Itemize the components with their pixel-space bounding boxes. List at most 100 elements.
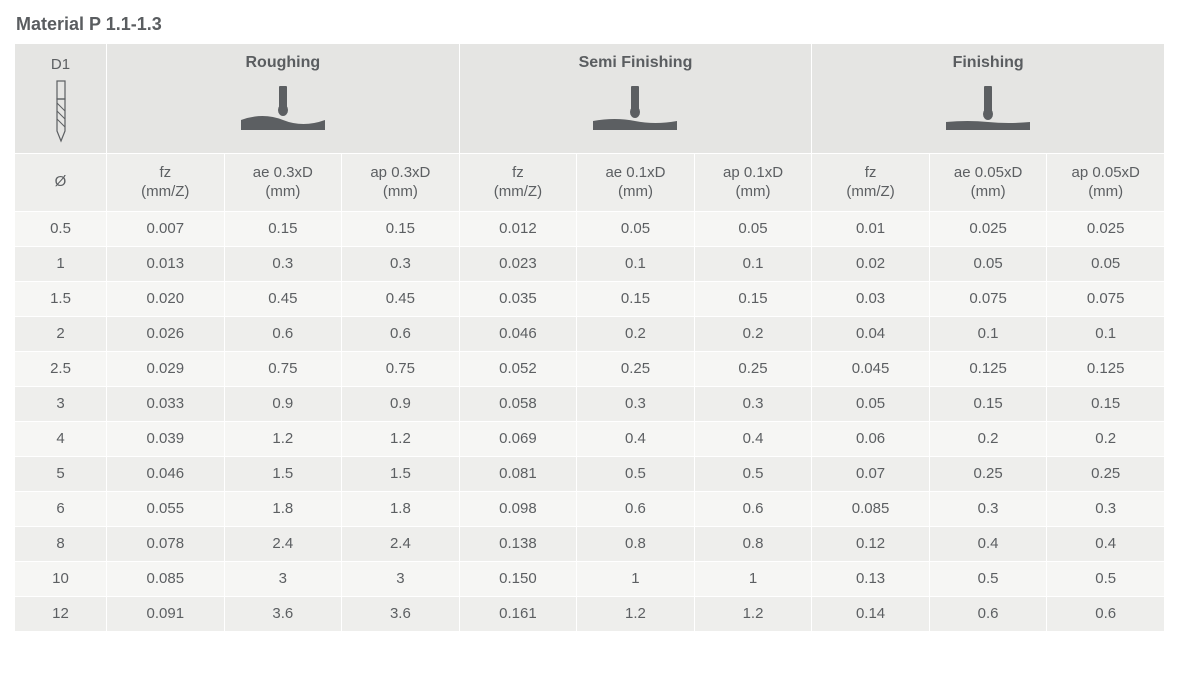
data-cell: 0.023 <box>459 247 577 282</box>
data-cell: 1 <box>694 562 812 597</box>
data-cell: 0.058 <box>459 387 577 422</box>
data-cell: 0.25 <box>694 352 812 387</box>
data-cell: 0.4 <box>694 422 812 457</box>
table-row: 30.0330.90.90.0580.30.30.050.150.15 <box>15 387 1165 422</box>
data-cell: 0.026 <box>107 317 225 352</box>
data-cell: 0.069 <box>459 422 577 457</box>
data-cell: 0.5 <box>694 457 812 492</box>
milling-icon <box>589 80 681 138</box>
data-cell: 0.3 <box>694 387 812 422</box>
diameter-cell: 1 <box>15 247 107 282</box>
group-header-finishing: Finishing <box>812 44 1165 154</box>
data-cell: 0.6 <box>1047 597 1165 632</box>
data-cell: 0.15 <box>577 282 695 317</box>
data-cell: 0.6 <box>929 597 1047 632</box>
diameter-cell: 3 <box>15 387 107 422</box>
table-row: 120.0913.63.60.1611.21.20.140.60.6 <box>15 597 1165 632</box>
data-cell: 0.138 <box>459 527 577 562</box>
data-cell: 0.2 <box>929 422 1047 457</box>
diameter-cell: 8 <box>15 527 107 562</box>
data-cell: 0.45 <box>342 282 460 317</box>
table-row: 0.50.0070.150.150.0120.050.050.010.0250.… <box>15 212 1165 247</box>
data-cell: 1.5 <box>342 457 460 492</box>
milling-icon <box>237 80 329 138</box>
data-cell: 0.075 <box>929 282 1047 317</box>
d1-header: D1 <box>15 44 107 154</box>
data-cell: 0.125 <box>929 352 1047 387</box>
table-subheader-row: Ø fz(mm/Z) ae 0.3xD(mm) ap 0.3xD(mm) fz(… <box>15 154 1165 212</box>
data-cell: 0.03 <box>812 282 930 317</box>
data-cell: 3.6 <box>224 597 342 632</box>
data-cell: 2.4 <box>224 527 342 562</box>
data-cell: 0.04 <box>812 317 930 352</box>
data-cell: 0.075 <box>1047 282 1165 317</box>
data-cell: 0.1 <box>1047 317 1165 352</box>
table-row: 2.50.0290.750.750.0520.250.250.0450.1250… <box>15 352 1165 387</box>
diameter-cell: 1.5 <box>15 282 107 317</box>
data-cell: 0.025 <box>1047 212 1165 247</box>
data-cell: 0.2 <box>694 317 812 352</box>
diameter-cell: 12 <box>15 597 107 632</box>
col-header: fz(mm/Z) <box>107 154 225 212</box>
data-cell: 0.3 <box>929 492 1047 527</box>
data-cell: 0.007 <box>107 212 225 247</box>
data-cell: 0.081 <box>459 457 577 492</box>
data-cell: 0.15 <box>224 212 342 247</box>
data-cell: 1.8 <box>224 492 342 527</box>
table-body: 0.50.0070.150.150.0120.050.050.010.0250.… <box>15 212 1165 632</box>
data-cell: 0.4 <box>1047 527 1165 562</box>
data-cell: 0.052 <box>459 352 577 387</box>
data-cell: 0.1 <box>929 317 1047 352</box>
drill-icon <box>49 79 73 143</box>
data-cell: 0.6 <box>577 492 695 527</box>
data-cell: 0.161 <box>459 597 577 632</box>
col-header: fz(mm/Z) <box>812 154 930 212</box>
data-cell: 0.2 <box>577 317 695 352</box>
data-cell: 0.150 <box>459 562 577 597</box>
data-cell: 0.5 <box>577 457 695 492</box>
group-title: Roughing <box>246 54 321 72</box>
table-row: 60.0551.81.80.0980.60.60.0850.30.3 <box>15 492 1165 527</box>
data-cell: 0.020 <box>107 282 225 317</box>
data-cell: 0.035 <box>459 282 577 317</box>
data-cell: 0.15 <box>1047 387 1165 422</box>
data-cell: 0.078 <box>107 527 225 562</box>
milling-icon <box>942 80 1034 138</box>
col-header: ap 0.1xD(mm) <box>694 154 812 212</box>
data-cell: 0.3 <box>342 247 460 282</box>
group-title: Finishing <box>953 54 1024 72</box>
diameter-cell: 5 <box>15 457 107 492</box>
data-cell: 0.1 <box>577 247 695 282</box>
data-cell: 0.6 <box>694 492 812 527</box>
col-header: ap 0.05xD(mm) <box>1047 154 1165 212</box>
data-cell: 0.01 <box>812 212 930 247</box>
data-cell: 1.5 <box>224 457 342 492</box>
data-cell: 0.4 <box>929 527 1047 562</box>
data-cell: 0.046 <box>107 457 225 492</box>
data-cell: 0.13 <box>812 562 930 597</box>
data-cell: 0.75 <box>342 352 460 387</box>
data-cell: 0.055 <box>107 492 225 527</box>
data-cell: 0.8 <box>694 527 812 562</box>
data-cell: 0.14 <box>812 597 930 632</box>
data-cell: 2.4 <box>342 527 460 562</box>
group-header-roughing: Roughing <box>107 44 460 154</box>
data-cell: 0.9 <box>342 387 460 422</box>
data-cell: 0.125 <box>1047 352 1165 387</box>
data-cell: 0.085 <box>812 492 930 527</box>
data-cell: 0.05 <box>812 387 930 422</box>
data-cell: 0.06 <box>812 422 930 457</box>
data-cell: 0.3 <box>1047 492 1165 527</box>
data-cell: 0.05 <box>929 247 1047 282</box>
data-cell: 0.3 <box>224 247 342 282</box>
data-cell: 0.12 <box>812 527 930 562</box>
data-cell: 0.6 <box>342 317 460 352</box>
data-cell: 0.15 <box>694 282 812 317</box>
data-cell: 0.033 <box>107 387 225 422</box>
table-row: 1.50.0200.450.450.0350.150.150.030.0750.… <box>15 282 1165 317</box>
data-cell: 0.013 <box>107 247 225 282</box>
table-row: 50.0461.51.50.0810.50.50.070.250.25 <box>15 457 1165 492</box>
data-cell: 0.15 <box>342 212 460 247</box>
group-header-semi-finishing: Semi Finishing <box>459 44 812 154</box>
col-header: ae 0.1xD(mm) <box>577 154 695 212</box>
